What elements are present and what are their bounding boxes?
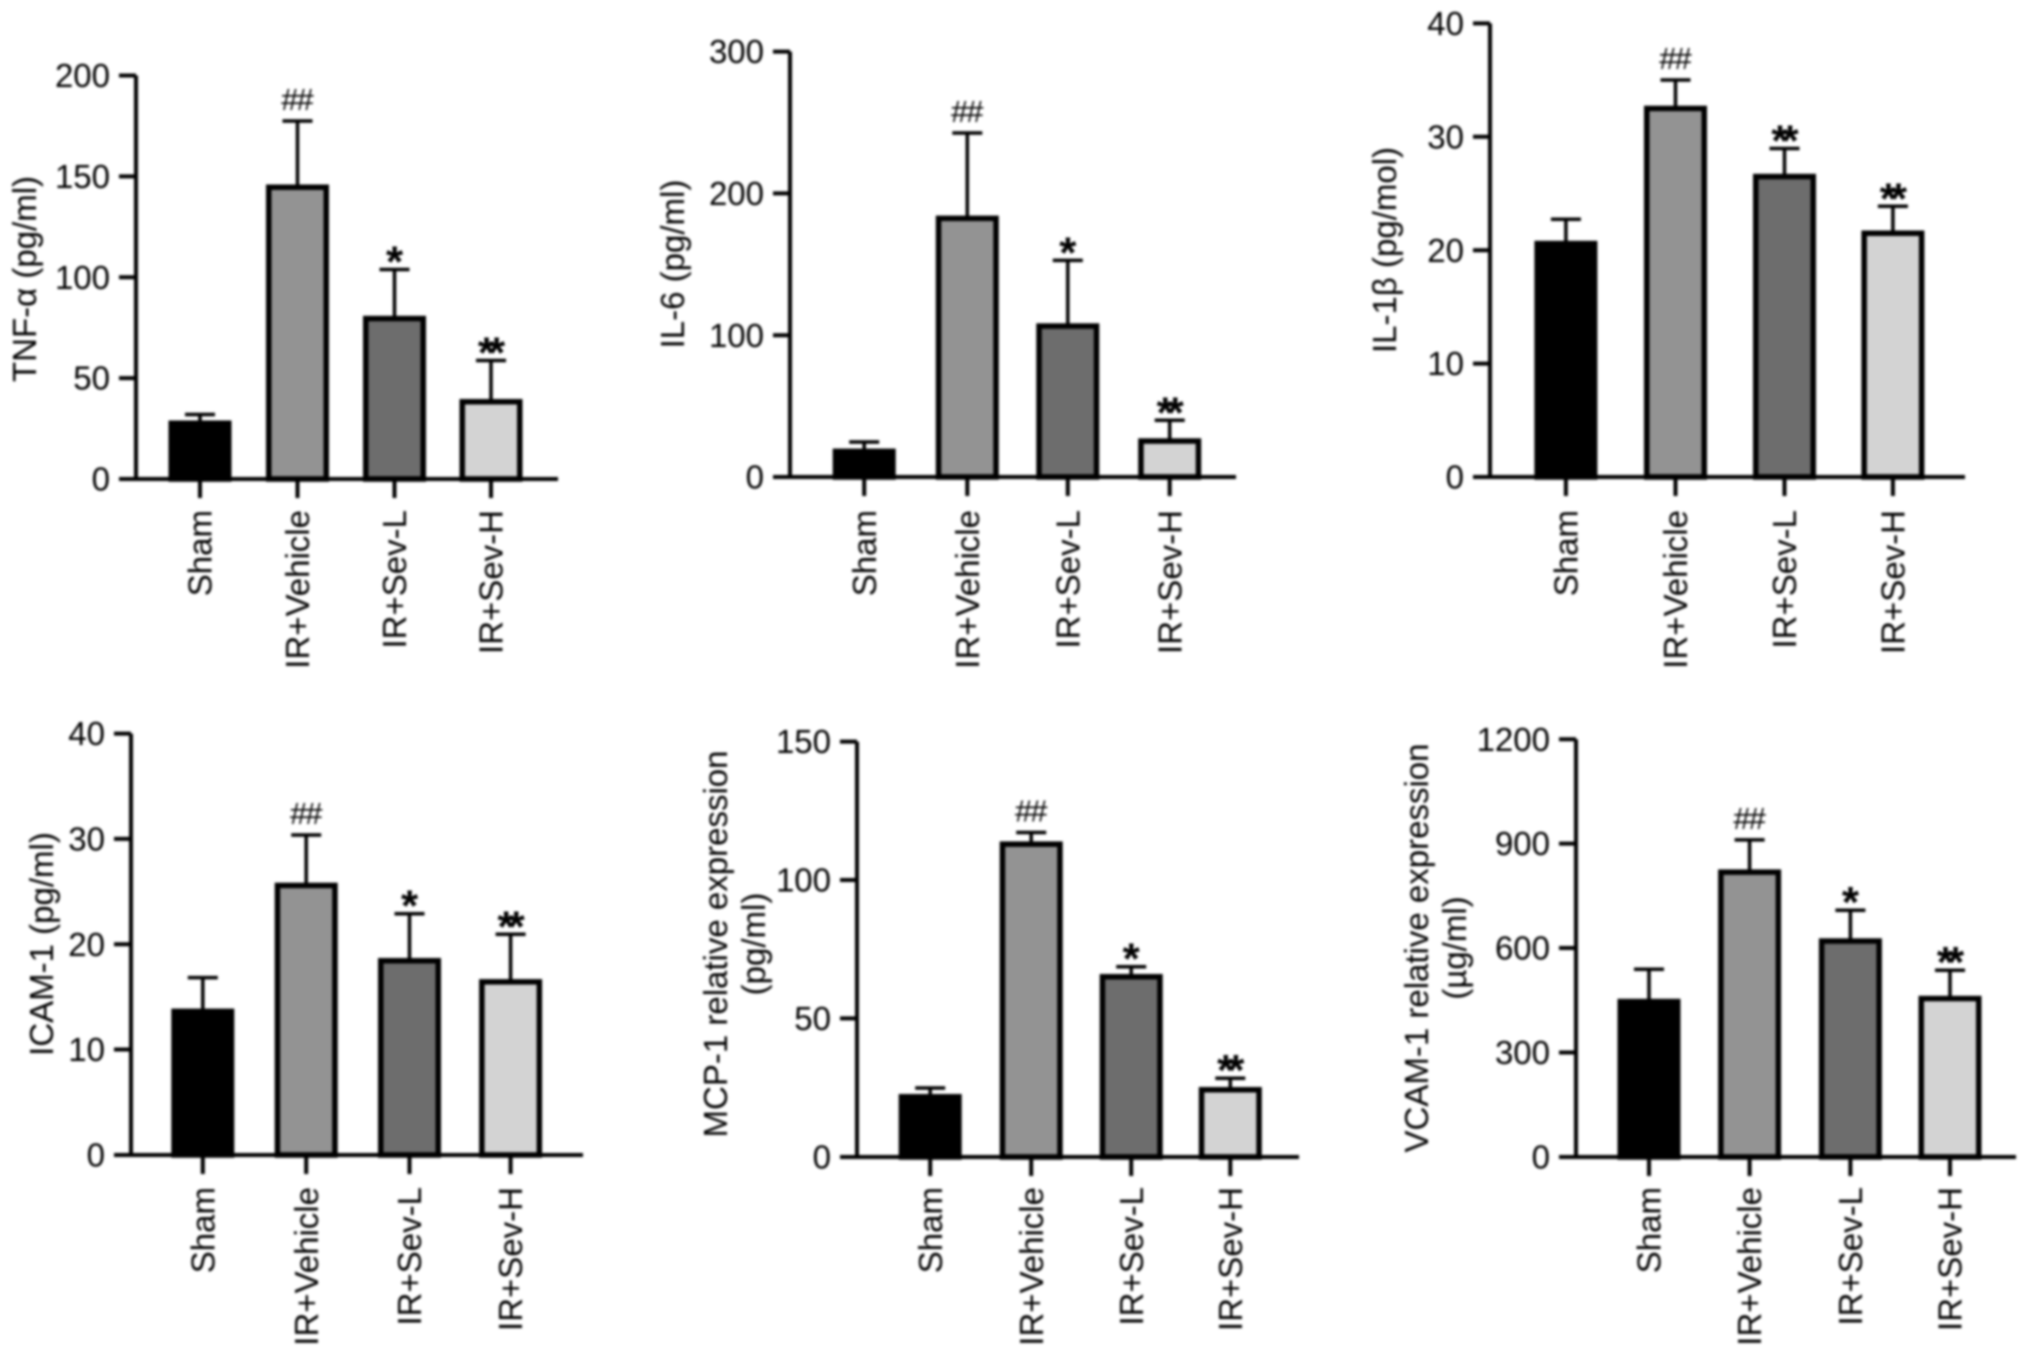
svg-text:IR+Vehicle: IR+Vehicle	[288, 1187, 325, 1346]
svg-text:Sham: Sham	[912, 1187, 949, 1273]
svg-text:30: 30	[68, 820, 105, 857]
svg-text:IR+Sev-H: IR+Sev-H	[1874, 510, 1911, 654]
svg-text:IR+Sev-L: IR+Sev-L	[391, 1187, 428, 1325]
svg-text:(µg/ml): (µg/ml)	[1436, 896, 1473, 999]
svg-text:50: 50	[73, 360, 110, 397]
svg-text:50: 50	[794, 1000, 831, 1037]
svg-text:IR+Vehicle: IR+Vehicle	[1657, 510, 1694, 669]
svg-text:40: 40	[1427, 5, 1464, 42]
svg-text:Sham: Sham	[1631, 1187, 1668, 1273]
svg-text:IR+Vehicle: IR+Vehicle	[1731, 1187, 1768, 1346]
svg-text:600: 600	[1495, 930, 1550, 967]
svg-text:0: 0	[87, 1137, 105, 1174]
svg-text:IR+Sev-L: IR+Sev-L	[1832, 1187, 1869, 1325]
svg-text:IL-1β (pg/mol): IL-1β (pg/mol)	[1366, 147, 1403, 353]
svg-text:IR+Vehicle: IR+Vehicle	[279, 510, 316, 669]
svg-text:300: 300	[709, 33, 764, 70]
svg-text:0: 0	[1532, 1139, 1550, 1176]
svg-text:150: 150	[55, 158, 110, 195]
svg-text:200: 200	[55, 57, 110, 94]
svg-text:##: ##	[951, 94, 984, 129]
svg-text:40: 40	[68, 715, 105, 752]
svg-text:200: 200	[709, 175, 764, 212]
svg-text:IL-6 (pg/ml): IL-6 (pg/ml)	[654, 180, 691, 349]
svg-text:0: 0	[1446, 459, 1464, 496]
svg-text:IR+Vehicle: IR+Vehicle	[949, 510, 986, 669]
svg-text:*: *	[401, 882, 419, 931]
svg-text:*: *	[1059, 228, 1077, 277]
svg-text:VCAM-1 relative expression: VCAM-1 relative expression	[1398, 744, 1435, 1153]
svg-text:IR+Sev-H: IR+Sev-H	[1212, 1187, 1249, 1331]
svg-text:0: 0	[92, 461, 110, 498]
svg-text:20: 20	[68, 926, 105, 963]
svg-text:(pg/ml): (pg/ml)	[735, 893, 772, 996]
svg-text:IR+Vehicle: IR+Vehicle	[1013, 1187, 1050, 1346]
svg-text:Sham: Sham	[1547, 510, 1584, 596]
svg-text:0: 0	[746, 459, 764, 496]
svg-text:20: 20	[1427, 232, 1464, 269]
svg-text:10: 10	[1427, 345, 1464, 382]
svg-text:IR+Sev-L: IR+Sev-L	[1049, 510, 1086, 648]
svg-text:IR+Sev-H: IR+Sev-H	[473, 510, 510, 654]
svg-text:IR+Sev-L: IR+Sev-L	[376, 510, 413, 648]
svg-text:##: ##	[290, 796, 323, 831]
svg-text:1200: 1200	[1477, 721, 1550, 758]
svg-text:Sham: Sham	[846, 510, 883, 596]
svg-text:TNF-α (pg/ml): TNF-α (pg/ml)	[6, 176, 43, 382]
svg-text:IR+Sev-H: IR+Sev-H	[492, 1187, 529, 1331]
svg-text:100: 100	[709, 317, 764, 354]
svg-text:##: ##	[281, 82, 314, 117]
svg-text:*: *	[386, 238, 404, 287]
svg-text:30: 30	[1427, 118, 1464, 155]
svg-text:*: *	[1123, 935, 1141, 984]
svg-text:IR+Sev-L: IR+Sev-L	[1113, 1187, 1150, 1325]
svg-text:*: *	[1842, 878, 1860, 927]
svg-text:IR+Sev-L: IR+Sev-L	[1766, 510, 1803, 648]
svg-text:##: ##	[1015, 794, 1048, 829]
svg-text:IR+Sev-H: IR+Sev-H	[1151, 510, 1188, 654]
svg-text:Sham: Sham	[182, 510, 219, 596]
svg-text:ICAM-1 (pg/ml): ICAM-1 (pg/ml)	[23, 832, 60, 1056]
svg-text:900: 900	[1495, 825, 1550, 862]
svg-text:IR+Sev-H: IR+Sev-H	[1932, 1187, 1969, 1331]
svg-text:300: 300	[1495, 1034, 1550, 1071]
svg-text:150: 150	[776, 723, 831, 760]
svg-text:100: 100	[776, 862, 831, 899]
svg-text:Sham: Sham	[184, 1187, 221, 1273]
svg-text:10: 10	[68, 1031, 105, 1068]
svg-text:##: ##	[1733, 801, 1766, 836]
svg-text:##: ##	[1659, 41, 1692, 76]
svg-text:0: 0	[813, 1139, 831, 1176]
svg-text:100: 100	[55, 259, 110, 296]
svg-text:MCP-1 relative expression: MCP-1 relative expression	[697, 751, 734, 1138]
